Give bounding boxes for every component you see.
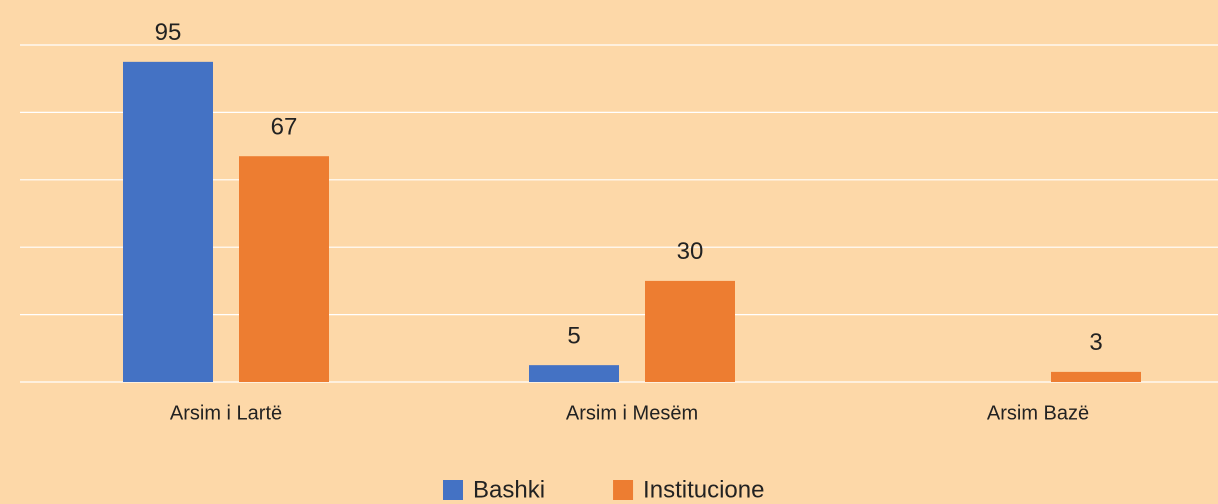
legend-swatch	[443, 480, 463, 500]
x-tick-label: Arsim Bazë	[987, 402, 1089, 424]
x-tick-label: Arsim i Lartë	[170, 402, 282, 424]
legend-swatch	[613, 480, 634, 500]
bar	[123, 61, 213, 382]
x-tick-label: Arsim i Mesëm	[566, 402, 698, 424]
value-label: 30	[677, 238, 704, 265]
value-label: 3	[1089, 329, 1102, 356]
bar	[529, 365, 619, 382]
bar	[239, 156, 329, 382]
bar	[1051, 371, 1141, 382]
value-label: 67	[271, 114, 298, 141]
value-label: 95	[155, 19, 182, 46]
legend-label: Bashki	[473, 476, 545, 503]
legend-label: Institucione	[643, 476, 764, 503]
value-label: 5	[567, 322, 580, 349]
bar	[645, 280, 735, 382]
